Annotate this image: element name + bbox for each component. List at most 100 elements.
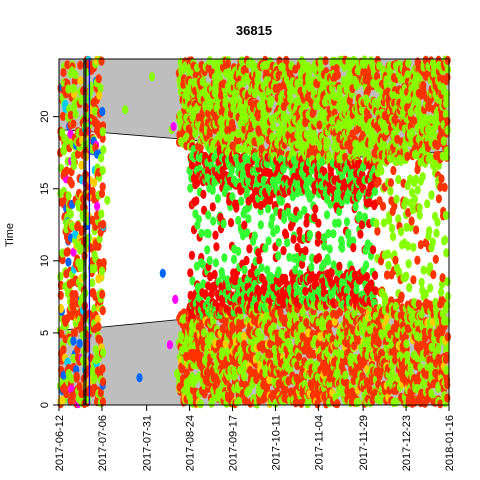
- data-point: [387, 178, 394, 188]
- data-point: [188, 250, 195, 260]
- data-point: [94, 314, 101, 324]
- data-point: [414, 318, 421, 328]
- data-point: [328, 268, 335, 278]
- data-point: [229, 192, 236, 202]
- data-point: [166, 340, 173, 350]
- data-point: [290, 234, 297, 244]
- data-point: [219, 270, 226, 280]
- data-point: [409, 188, 416, 198]
- data-point: [198, 228, 205, 238]
- data-point: [373, 71, 381, 81]
- data-point: [282, 228, 289, 238]
- data-point: [364, 85, 372, 95]
- data-point: [355, 335, 362, 345]
- data-point: [70, 119, 77, 129]
- data-point: [241, 265, 248, 275]
- data-point: [368, 279, 375, 289]
- data-point: [70, 336, 77, 346]
- data-point: [263, 310, 270, 320]
- data-point: [271, 344, 278, 354]
- data-point: [78, 389, 85, 399]
- data-point: [303, 218, 310, 228]
- data-point: [194, 178, 201, 188]
- data-point: [335, 348, 342, 358]
- data-point: [67, 110, 74, 120]
- data-point: [59, 395, 66, 405]
- data-point: [284, 238, 291, 248]
- data-point: [403, 350, 410, 361]
- data-point: [96, 90, 103, 100]
- data-point: [413, 225, 420, 235]
- data-point: [205, 229, 212, 239]
- data-point: [212, 230, 219, 240]
- data-point: [315, 253, 322, 263]
- data-point: [295, 352, 303, 362]
- data-point: [414, 57, 421, 67]
- data-point: [344, 195, 351, 205]
- chart-title: 36815: [236, 23, 272, 38]
- data-point: [311, 212, 318, 223]
- data-point: [378, 166, 385, 176]
- data-point: [292, 265, 299, 275]
- data-point: [73, 371, 80, 381]
- data-point: [395, 174, 402, 185]
- data-point: [371, 186, 379, 197]
- data-point: [355, 397, 362, 407]
- data-point: [345, 230, 352, 240]
- data-point: [172, 294, 179, 304]
- data-point: [64, 60, 71, 70]
- data-point: [99, 289, 106, 299]
- data-point: [369, 395, 376, 405]
- data-point: [235, 396, 242, 406]
- data-point: [100, 258, 107, 268]
- data-point: [98, 153, 105, 163]
- data-point: [323, 210, 331, 220]
- data-point: [203, 91, 210, 101]
- data-point: [200, 279, 207, 289]
- data-point: [78, 95, 85, 105]
- data-point: [379, 201, 387, 211]
- data-point: [268, 95, 275, 105]
- data-point: [405, 259, 412, 269]
- data-point: [63, 389, 70, 399]
- data-point: [326, 319, 333, 329]
- data-point: [60, 370, 67, 380]
- data-point: [255, 248, 262, 258]
- data-point: [349, 325, 357, 335]
- data-point: [366, 197, 373, 208]
- data-point: [186, 67, 193, 77]
- data-point: [170, 122, 177, 132]
- data-point: [415, 98, 422, 108]
- data-point: [97, 388, 104, 398]
- data-point: [78, 160, 85, 170]
- data-point: [104, 195, 111, 205]
- data-point: [100, 348, 107, 358]
- data-point: [59, 111, 67, 121]
- data-point: [243, 255, 250, 266]
- data-point: [326, 244, 333, 254]
- data-point: [324, 253, 331, 263]
- data-point: [91, 264, 98, 274]
- data-point: [397, 294, 404, 304]
- data-point: [233, 203, 240, 213]
- data-point: [89, 278, 96, 288]
- data-point: [219, 296, 226, 306]
- data-point: [91, 178, 98, 188]
- data-point: [369, 60, 376, 70]
- plot-area: [57, 55, 451, 409]
- data-point: [194, 282, 202, 292]
- data-point: [65, 84, 72, 94]
- data-point: [275, 266, 282, 276]
- data-point: [193, 196, 200, 206]
- data-point: [350, 243, 357, 253]
- data-point: [95, 74, 102, 84]
- data-point: [58, 329, 65, 339]
- data-point: [60, 345, 67, 355]
- data-point: [406, 283, 413, 293]
- data-point: [99, 133, 106, 143]
- data-point: [391, 201, 398, 211]
- data-point: [296, 226, 303, 236]
- data-point: [242, 396, 249, 406]
- data-point: [321, 116, 328, 127]
- data-point: [98, 266, 106, 276]
